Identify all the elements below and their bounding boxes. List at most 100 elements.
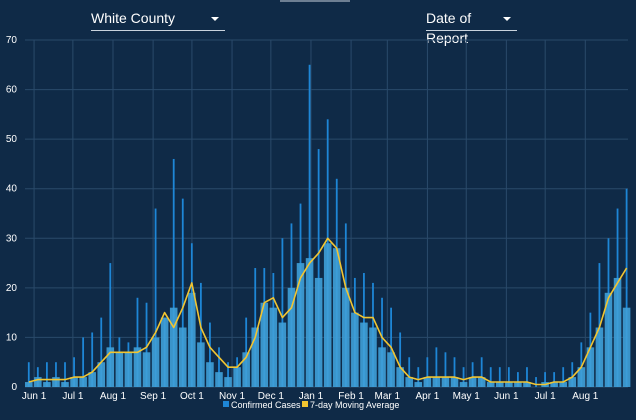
case-spike bbox=[571, 362, 574, 387]
case-bar bbox=[215, 372, 223, 387]
case-bar bbox=[260, 302, 269, 387]
case-bar bbox=[115, 352, 124, 387]
case-spike bbox=[109, 263, 112, 387]
case-bar bbox=[296, 263, 305, 387]
case-bar bbox=[305, 258, 314, 387]
case-spike bbox=[444, 352, 447, 387]
case-spike bbox=[471, 362, 474, 387]
case-spike bbox=[55, 362, 57, 387]
top-divider bbox=[280, 0, 350, 2]
legend-label-confirmed: Confirmed Cases bbox=[231, 400, 301, 410]
case-bar bbox=[206, 362, 214, 387]
x-tick-label: Jul 1 bbox=[535, 391, 557, 402]
case-bar bbox=[604, 292, 613, 387]
case-bar bbox=[441, 377, 450, 387]
y-axis: 0 10 20 30 40 50 60 70 bbox=[6, 35, 18, 393]
case-spike bbox=[209, 322, 211, 387]
case-bar bbox=[43, 382, 51, 387]
x-tick-label: Jun 1 bbox=[22, 391, 47, 402]
x-tick-label: Apr 1 bbox=[415, 391, 439, 402]
case-bar bbox=[323, 243, 332, 387]
case-bar bbox=[568, 377, 577, 387]
case-spike bbox=[462, 367, 465, 387]
x-tick-label: Aug 1 bbox=[100, 391, 127, 402]
case-bar bbox=[523, 382, 531, 387]
moving-average-line bbox=[28, 237, 628, 386]
date-type-dropdown-value: Date of Report bbox=[426, 10, 472, 46]
case-bar bbox=[351, 312, 359, 387]
case-bar bbox=[269, 307, 278, 387]
chevron-down-icon bbox=[211, 17, 219, 21]
case-bar bbox=[486, 382, 495, 387]
case-spike bbox=[399, 332, 402, 387]
case-spike bbox=[281, 238, 284, 387]
x-tick-label: Nov 1 bbox=[219, 391, 246, 402]
x-tick-label: Jan 1 bbox=[299, 391, 324, 402]
case-spike bbox=[136, 297, 139, 387]
case-bar bbox=[106, 347, 115, 387]
case-bar bbox=[586, 347, 595, 387]
case-spike bbox=[308, 64, 311, 388]
case-bar bbox=[251, 327, 260, 387]
case-bar bbox=[188, 292, 196, 387]
case-bar bbox=[314, 277, 323, 387]
case-bar bbox=[505, 382, 513, 387]
case-bar bbox=[287, 287, 296, 387]
case-bar bbox=[405, 377, 413, 387]
legend-swatch-average bbox=[302, 401, 308, 407]
case-bar bbox=[595, 327, 604, 387]
x-tick-label: Aug 1 bbox=[572, 391, 599, 402]
case-bar bbox=[133, 347, 142, 387]
county-dropdown[interactable]: White County bbox=[91, 8, 225, 31]
case-bar bbox=[61, 382, 69, 387]
county-dropdown-value: White County bbox=[91, 10, 176, 26]
case-spike bbox=[82, 337, 85, 387]
case-bar bbox=[613, 277, 622, 387]
x-tick-label: Dec 1 bbox=[258, 391, 285, 402]
case-spike bbox=[408, 357, 411, 387]
x-tick-label: Feb 1 bbox=[338, 391, 364, 402]
date-type-dropdown[interactable]: Date of Report bbox=[426, 8, 517, 46]
case-bar bbox=[233, 367, 241, 387]
x-tick-label: Sep 1 bbox=[140, 391, 167, 402]
case-bar bbox=[477, 377, 486, 387]
case-spike bbox=[36, 367, 39, 387]
case-bar bbox=[387, 352, 395, 387]
x-tick-label: Jun 1 bbox=[494, 391, 519, 402]
case-spike bbox=[381, 297, 383, 387]
case-spike bbox=[73, 357, 75, 387]
case-bar bbox=[70, 377, 78, 387]
case-bar bbox=[559, 382, 567, 387]
case-spike bbox=[489, 367, 492, 387]
case-bar bbox=[342, 287, 350, 387]
y-tick-label: 70 bbox=[6, 35, 18, 46]
case-spike bbox=[535, 377, 537, 387]
case-bar bbox=[160, 317, 169, 387]
x-axis: Jun 1 Jul 1 Aug 1 Sep 1 Oct 1 Nov 1 Dec 1 Jan 1… bbox=[22, 391, 599, 402]
case-bar bbox=[79, 377, 87, 387]
case-spike bbox=[426, 357, 429, 387]
case-spike bbox=[498, 367, 501, 387]
case-bar bbox=[242, 352, 250, 387]
case-spike bbox=[45, 362, 48, 387]
y-tick-label: 60 bbox=[6, 85, 18, 96]
case-bar bbox=[151, 337, 160, 387]
chart-moving-average bbox=[28, 237, 628, 386]
case-bar bbox=[468, 377, 477, 387]
case-spike bbox=[553, 372, 556, 387]
legend-label-average: 7-day Moving Average bbox=[310, 400, 399, 410]
chart-bars bbox=[25, 64, 631, 388]
case-spike bbox=[181, 198, 184, 387]
case-spike bbox=[544, 372, 546, 387]
case-bar bbox=[34, 377, 42, 387]
case-bar bbox=[369, 327, 377, 387]
case-bar bbox=[414, 382, 423, 387]
chart-legend: Confirmed Cases 7-day Moving Average bbox=[223, 400, 399, 410]
case-spike bbox=[64, 362, 66, 387]
case-spike bbox=[91, 332, 94, 387]
case-spike bbox=[507, 367, 510, 387]
x-tick-label: May 1 bbox=[453, 391, 481, 402]
case-spike bbox=[562, 367, 565, 387]
case-spike bbox=[317, 149, 320, 387]
